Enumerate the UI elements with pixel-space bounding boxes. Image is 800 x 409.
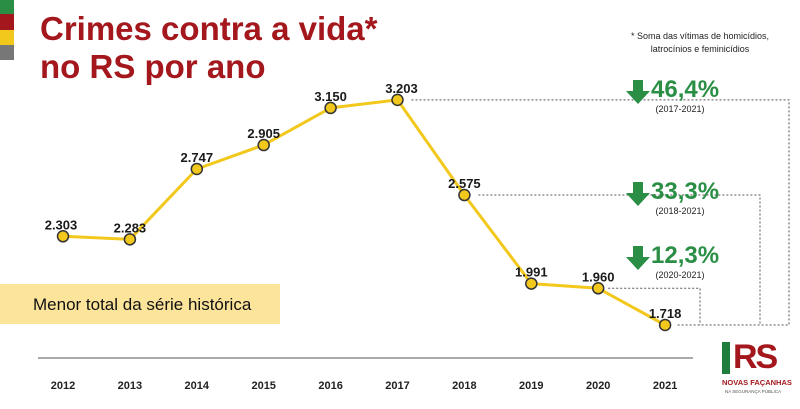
chart-title: Crimes contra a vida* no RS por ano: [40, 10, 377, 86]
stat-percent: 12,3%: [651, 242, 720, 269]
chart-title-line1: Crimes contra a vida*: [40, 10, 378, 47]
record-low-banner: Menor total da série histórica: [0, 284, 280, 324]
brand-stripe-yellow: [0, 30, 14, 45]
data-point-2021: [658, 318, 672, 332]
x-axis-ticks: 2012 2013 2014 2015 2016 2017 2018 2019 2020 2021: [51, 380, 678, 392]
footnote-line2: latrocínios e feminicídios: [650, 44, 750, 54]
data-label-2015: 2.905: [247, 126, 280, 141]
data-label-2021: 1.718: [649, 306, 682, 321]
footnote: * Soma das vítimas de homicídios, latroc…: [610, 30, 790, 56]
connector-2018-2021: [478, 194, 761, 325]
x-tick-2014: 2014: [185, 380, 210, 392]
x-tick-2016: 2016: [318, 380, 342, 392]
series-line: [62, 98, 666, 327]
data-point-2013: [123, 233, 137, 246]
comparison-connectors: [411, 99, 790, 326]
x-tick-2017: 2017: [385, 380, 409, 392]
down-arrow-icon: [626, 182, 650, 206]
connector-2020-2021: [608, 287, 701, 325]
data-point-2015: [257, 138, 270, 152]
x-tick-2021: 2021: [653, 380, 677, 392]
down-arrow-icon: [626, 246, 650, 270]
x-tick-2015: 2015: [251, 380, 275, 392]
data-point-2018: [458, 188, 471, 202]
data-label-2017: 3.203: [385, 81, 418, 96]
data-label-2018: 2.575: [448, 176, 481, 191]
x-tick-2020: 2020: [586, 380, 610, 392]
stat-period: (2020-2021): [655, 270, 705, 280]
brand-stripe-gray: [0, 45, 14, 60]
data-markers: [56, 93, 672, 332]
data-point-2016: [324, 101, 337, 115]
logo-rs-mark: RS: [733, 338, 778, 376]
data-point-2019: [525, 277, 538, 290]
logo-gov-tag: GOV: [716, 342, 730, 374]
down-arrow-icon: [626, 80, 650, 104]
data-label-2012: 2.303: [45, 217, 78, 232]
connector-2017-2021: [411, 99, 790, 326]
x-tick-2018: 2018: [452, 380, 476, 392]
brand-stripe-green: [0, 0, 14, 14]
data-point-2012: [56, 230, 70, 243]
x-tick-2019: 2019: [519, 380, 543, 392]
data-label-2019: 1.991: [515, 265, 548, 280]
chart-title-line2: no RS por ano: [40, 48, 266, 85]
stat-percent: 46,4%: [651, 76, 720, 103]
logo-subtitle: NA SEGURANÇA PÚBLICA: [725, 389, 782, 394]
data-labels: 2.303 2.283 2.747 2.905 3.150 3.203 2.575 1.991…: [45, 81, 682, 321]
x-tick-2013: 2013: [118, 380, 142, 392]
stat-period: (2018-2021): [655, 206, 705, 216]
data-point-2014: [190, 162, 204, 176]
data-label-2020: 1.960: [582, 269, 615, 284]
logo-gov-text: GOV: [716, 349, 724, 366]
x-tick-2012: 2012: [51, 380, 75, 392]
rs-government-logo: GOV RS NOVAS FAÇANHAS NA SEGURANÇA PÚBLI…: [716, 338, 792, 406]
data-point-2020: [591, 282, 605, 295]
data-label-2016: 3.150: [314, 89, 347, 104]
logo-name: NOVAS FAÇANHAS: [722, 378, 792, 387]
record-low-label: Menor total da série histórica: [33, 295, 252, 314]
data-point-2017: [391, 93, 404, 107]
brand-stripe-red: [0, 14, 14, 30]
footnote-line1: * Soma das vítimas de homicídios,: [630, 31, 770, 41]
data-label-2013: 2.283: [114, 220, 147, 235]
stat-percent: 33,3%: [651, 178, 720, 205]
stat-period: (2017-2021): [655, 104, 705, 114]
data-label-2014: 2.747: [181, 150, 214, 165]
